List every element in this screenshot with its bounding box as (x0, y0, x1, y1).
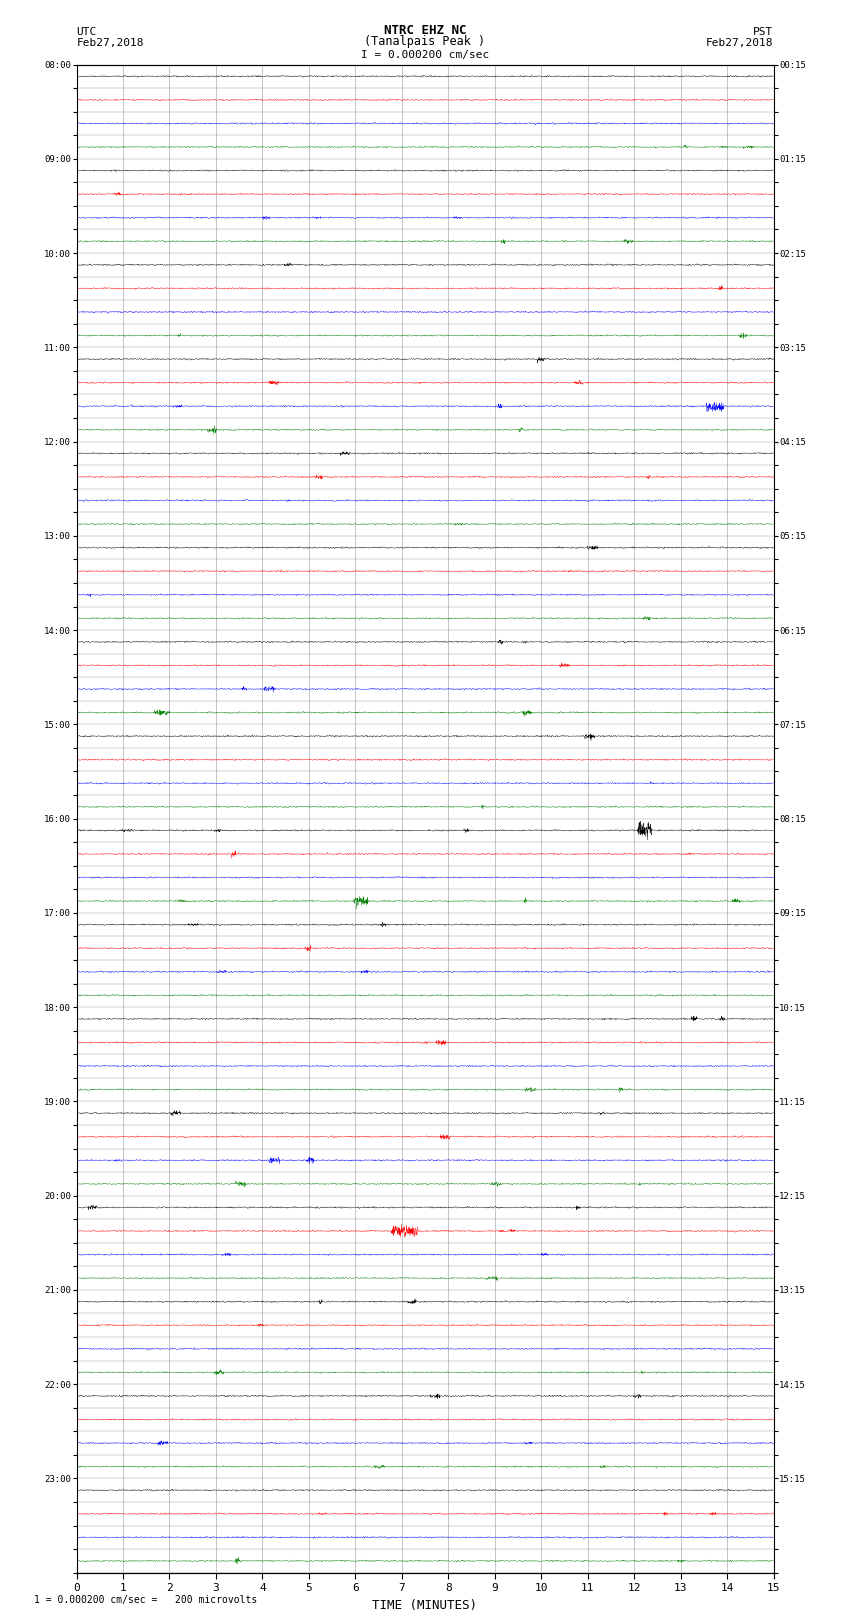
Text: UTC: UTC (76, 27, 97, 37)
Text: Feb27,2018: Feb27,2018 (76, 39, 144, 48)
Text: PST: PST (753, 27, 774, 37)
Text: I = 0.000200 cm/sec: I = 0.000200 cm/sec (361, 50, 489, 60)
Text: Feb27,2018: Feb27,2018 (706, 39, 774, 48)
Text: NTRC EHZ NC: NTRC EHZ NC (383, 24, 467, 37)
Text: 1 = 0.000200 cm/sec =   200 microvolts: 1 = 0.000200 cm/sec = 200 microvolts (34, 1595, 258, 1605)
X-axis label: TIME (MINUTES): TIME (MINUTES) (372, 1598, 478, 1611)
Text: (Tanalpais Peak ): (Tanalpais Peak ) (365, 35, 485, 48)
